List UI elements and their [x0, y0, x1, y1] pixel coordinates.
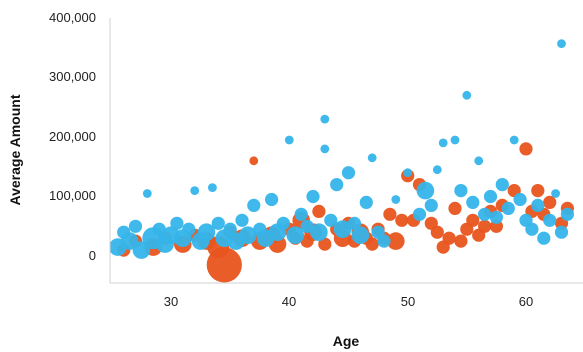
blue-data-point: [300, 219, 314, 233]
blue-data-point: [320, 144, 330, 154]
blue-data-point: [454, 184, 468, 198]
blue-data-point: [412, 207, 427, 221]
blue-data-point: [537, 231, 551, 245]
blue-data-point: [489, 210, 503, 224]
orange-data-point: [454, 234, 468, 248]
blue-data-point: [284, 135, 294, 145]
blue-data-point: [128, 219, 143, 233]
blue-data-point: [438, 138, 448, 148]
blue-data-point: [211, 216, 225, 230]
blue-data-point: [182, 222, 196, 236]
orange-data-point: [365, 237, 379, 251]
y-tick-label: 100,000: [49, 188, 96, 203]
blue-data-point: [347, 216, 361, 230]
orange-data-point: [478, 219, 492, 233]
blue-data-point: [424, 198, 438, 212]
blue-data-point: [377, 234, 391, 248]
blue-data-point: [403, 168, 413, 178]
orange-data-point: [387, 232, 405, 250]
blue-data-point: [501, 201, 515, 215]
blue-data-point: [367, 153, 377, 163]
blue-data-point: [208, 183, 217, 193]
orange-data-point: [543, 195, 557, 209]
blue-data-point: [557, 39, 566, 48]
x-tick-label: 30: [164, 294, 178, 309]
blue-data-point: [525, 222, 539, 236]
orange-data-point: [519, 142, 533, 156]
blue-data-point: [170, 216, 184, 230]
orange-data-point: [206, 247, 242, 283]
blue-data-point: [310, 223, 328, 241]
y-tick-label: 400,000: [49, 10, 96, 25]
x-tick-label: 60: [519, 294, 533, 309]
blue-data-point: [320, 114, 330, 124]
plot-points: [110, 39, 575, 283]
x-tick-labels: 30 40 50 60: [164, 294, 533, 309]
blue-data-point: [306, 189, 320, 204]
blue-data-point: [509, 135, 519, 145]
orange-data-point: [395, 213, 409, 227]
blue-data-point: [466, 195, 480, 209]
blue-data-point: [513, 192, 527, 207]
blue-data-point: [142, 189, 152, 198]
orange-data-point: [249, 156, 259, 166]
orange-data-point: [531, 184, 545, 198]
orange-data-point: [466, 213, 480, 227]
x-tick-label: 40: [282, 294, 296, 309]
x-axis-title: Age: [333, 333, 360, 349]
blue-data-point: [351, 226, 370, 244]
blue-data-point: [276, 216, 290, 230]
y-axis-title: Average Amount: [7, 94, 23, 205]
blue-data-point: [543, 213, 557, 227]
orange-data-point: [318, 237, 332, 251]
blue-data-point: [330, 178, 344, 192]
blue-data-point: [324, 213, 338, 227]
blue-data-point: [333, 220, 352, 238]
blue-data-point: [341, 166, 356, 180]
blue-data-point: [483, 189, 498, 204]
blue-data-point: [294, 207, 308, 221]
blue-data-point: [554, 225, 569, 239]
blue-data-point: [359, 195, 373, 209]
x-tick-label: 50: [401, 294, 415, 309]
blue-data-point: [265, 192, 279, 207]
blue-data-point: [235, 213, 249, 227]
blue-data-point: [391, 195, 401, 204]
y-tick-label: 200,000: [49, 129, 96, 144]
orange-data-point: [430, 225, 444, 239]
orange-data-point: [312, 204, 326, 218]
orange-data-point: [442, 231, 456, 245]
blue-data-point: [432, 165, 442, 175]
blue-data-point: [286, 226, 305, 244]
blue-data-point: [474, 156, 484, 166]
blue-data-point: [190, 186, 200, 196]
blue-data-point: [551, 189, 560, 198]
blue-data-point: [495, 178, 509, 192]
blue-data-point: [462, 90, 472, 100]
blue-data-point: [239, 226, 257, 244]
blue-data-point: [247, 198, 261, 212]
blue-data-point: [223, 222, 237, 236]
blue-data-point: [197, 223, 216, 241]
blue-data-point: [416, 181, 435, 200]
orange-data-point: [448, 201, 462, 215]
y-tick-labels: 400,000 300,000 200,000 100,000 0: [49, 10, 96, 263]
y-tick-label: 300,000: [49, 69, 96, 84]
blue-data-point: [531, 198, 545, 212]
blue-data-point: [478, 207, 492, 221]
blue-data-point: [560, 207, 575, 221]
blue-data-point: [152, 222, 166, 236]
orange-data-point: [383, 207, 397, 221]
blue-data-point: [450, 135, 460, 145]
y-tick-label: 0: [89, 248, 96, 263]
